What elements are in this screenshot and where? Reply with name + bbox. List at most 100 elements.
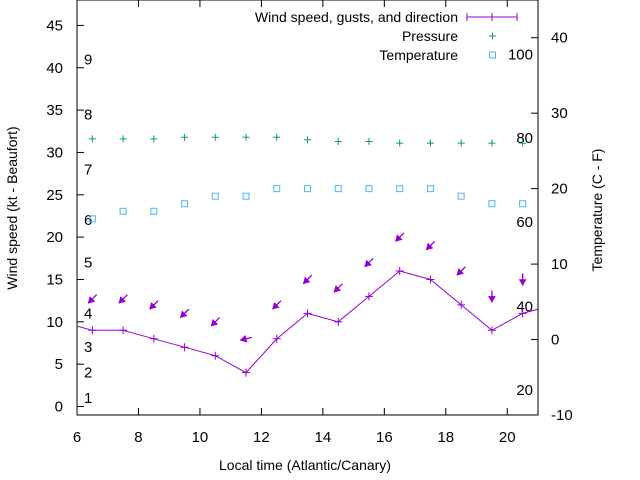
wind-speed-point — [272, 334, 281, 343]
wind-direction-head — [239, 334, 248, 343]
x-tick-label: 10 — [192, 429, 209, 446]
temperature-point — [426, 185, 434, 193]
x-tick-label: 6 — [73, 429, 81, 446]
beaufort-label: 1 — [84, 390, 92, 407]
pressure-point — [242, 133, 250, 141]
fahrenheit-label: 40 — [516, 298, 533, 315]
wind-direction-arrow — [333, 283, 343, 293]
temperature-point — [304, 185, 311, 193]
y2-tick-label: 30 — [551, 105, 568, 122]
wind-speed-point — [364, 292, 373, 301]
y-tick-label: 25 — [46, 187, 63, 204]
y-tick-label: 5 — [55, 356, 63, 373]
pressure-point — [365, 137, 373, 145]
pressure-point — [273, 133, 281, 141]
wind-direction-arrow — [149, 300, 159, 310]
wind-direction-arrow — [364, 257, 374, 268]
wind-direction-head — [179, 310, 188, 318]
temperature-point — [119, 207, 127, 215]
pressure-point — [396, 139, 404, 147]
wind-speed-point — [119, 326, 128, 335]
pressure-point — [488, 139, 496, 147]
legend-wind-label: Wind speed, gusts, and direction — [255, 9, 458, 25]
y2-tick-label: 0 — [551, 332, 559, 349]
wind-speed-point — [180, 343, 189, 352]
wind-speed-line — [76, 270, 539, 374]
y-tick-label: 30 — [46, 144, 63, 161]
y2-tick-label: 10 — [551, 256, 568, 273]
y-axis-label: Wind speed (kt - Beaufort) — [4, 126, 20, 289]
wind-direction-head — [487, 296, 496, 303]
wind-speed-point — [457, 300, 466, 309]
temperature-point — [211, 192, 219, 200]
wind-direction-head — [518, 279, 527, 286]
temperature-point — [365, 185, 373, 193]
wind-speed-point — [149, 334, 158, 343]
x-tick-label: 8 — [134, 429, 142, 446]
temperature-point — [181, 200, 189, 208]
legend-pressure-marker — [489, 32, 496, 40]
y-tick-label: 10 — [46, 314, 63, 331]
x-tick-label: 14 — [315, 429, 332, 446]
pressure-point — [88, 135, 96, 143]
beaufort-label: 7 — [84, 161, 92, 178]
y2-tick-label: 40 — [551, 30, 568, 47]
wind-direction-arrow — [487, 290, 496, 303]
wind-direction-head — [272, 301, 280, 310]
wind-direction-arrow — [456, 266, 466, 276]
wind-direction-head — [395, 234, 403, 242]
y2-axis-label: Temperature (C - F) — [589, 149, 605, 272]
y-tick-label: 15 — [46, 271, 63, 288]
pressure-point — [519, 139, 527, 147]
wind-direction-arrow — [272, 300, 282, 310]
wind-direction-arrow — [518, 273, 527, 286]
temperature-point — [88, 215, 96, 223]
series-layer — [76, 133, 539, 377]
beaufort-label: 9 — [84, 51, 92, 68]
wind-direction-head — [210, 318, 219, 327]
fahrenheit-labels: 20 40 60 80 100 — [508, 46, 533, 399]
pressure-point — [304, 136, 311, 144]
wind-speed-point — [518, 309, 527, 318]
beaufort-label: 8 — [84, 106, 92, 123]
y-tick-label: 45 — [46, 17, 63, 34]
beaufort-label: 6 — [84, 212, 92, 229]
temperature-point — [334, 185, 342, 193]
pressure-point — [181, 133, 189, 141]
plot-area-frame — [76, 0, 539, 416]
pressure-point — [334, 137, 342, 145]
temperature-point — [273, 185, 281, 193]
y-tick-label: 0 — [55, 399, 63, 416]
temperature-point — [150, 207, 158, 215]
wind-direction-head — [333, 284, 342, 293]
legend-wind-marker — [466, 13, 518, 21]
wind-direction-head — [118, 296, 127, 304]
wind-speed-point — [334, 317, 343, 326]
wind-speed-point — [303, 309, 312, 318]
y-axis-ticks: 0 5 10 15 20 25 30 35 40 45 — [46, 17, 84, 416]
wind-direction-arrow — [302, 274, 313, 285]
wind-direction-arrow — [118, 294, 128, 304]
x-tick-label: 16 — [376, 429, 393, 446]
wind-direction-head — [364, 259, 372, 268]
fahrenheit-label: 60 — [516, 214, 533, 231]
fahrenheit-label: 80 — [516, 130, 533, 147]
temperature-point — [488, 200, 496, 208]
wind-speed-point — [242, 368, 251, 377]
x-axis-label: Local time (Atlantic/Canary) — [219, 457, 391, 473]
x-tick-label: 18 — [437, 429, 454, 446]
y-tick-label: 40 — [46, 60, 63, 77]
fahrenheit-label: 100 — [508, 46, 533, 63]
temperature-point — [242, 192, 250, 200]
temperature-point — [396, 185, 404, 193]
beaufort-label: 3 — [84, 339, 92, 356]
wind-speed-point — [395, 267, 404, 276]
legend: Wind speed, gusts, and direction Pressur… — [255, 9, 518, 63]
pressure-point — [426, 139, 434, 147]
pressure-point — [150, 135, 158, 143]
y2-tick-label: -10 — [551, 407, 573, 424]
wind-speed-point — [88, 326, 97, 335]
temperature-point — [457, 192, 465, 200]
y2-tick-label: 20 — [551, 181, 568, 198]
